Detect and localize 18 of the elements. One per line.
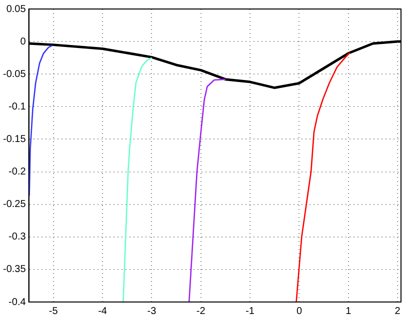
x-tick-label: -5 <box>48 306 58 317</box>
y-tick-label: -0.25 <box>2 199 26 210</box>
y-tick-label: -0.2 <box>8 166 26 178</box>
x-tick-label: 0 <box>296 306 302 317</box>
x-tick-label: -3 <box>147 306 157 317</box>
y-tick-label: -0.15 <box>2 134 26 145</box>
x-tick-label: 1 <box>346 306 352 317</box>
y-tick-label: -0.4 <box>8 296 26 308</box>
x-tick-label: -4 <box>98 306 108 317</box>
y-tick-label: -0.3 <box>8 232 26 243</box>
y-tick-label: -0.1 <box>8 101 26 112</box>
x-tick-label: -1 <box>246 306 255 317</box>
y-tick-label: 0.05 <box>6 4 26 15</box>
y-tick-label: -0.05 <box>2 68 26 80</box>
x-tick-label: 2 <box>394 306 401 317</box>
y-tick-label: -0.35 <box>2 264 26 276</box>
x-tick-label: -2 <box>196 306 206 317</box>
y-tick-label: 0 <box>20 36 26 48</box>
